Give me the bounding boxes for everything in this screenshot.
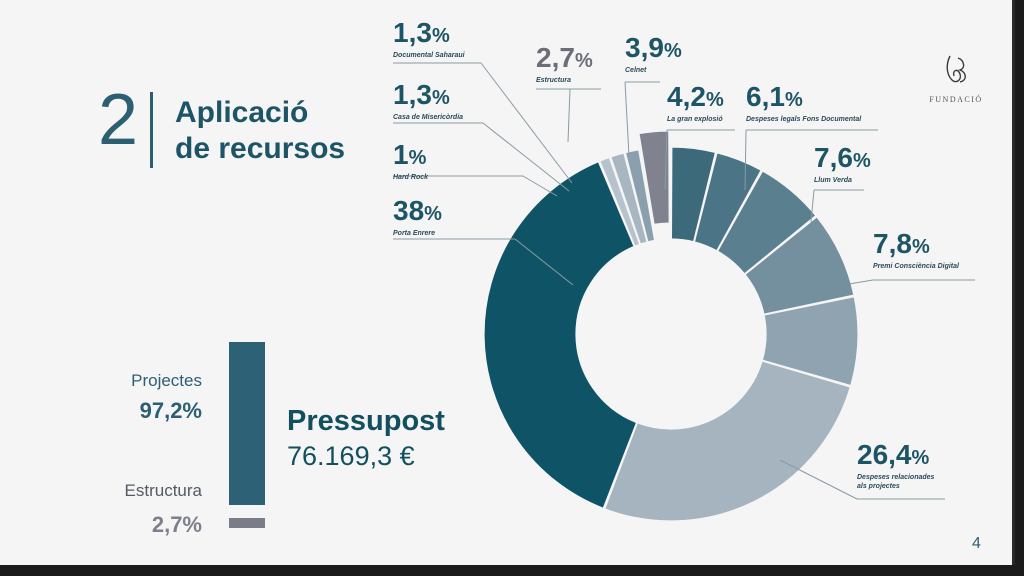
slice-name: Documental Saharaui: [393, 52, 465, 59]
slice-percent-value: 1: [393, 139, 409, 170]
slice-name: Llum Verda: [814, 177, 852, 184]
logo-mark-icon: [946, 55, 966, 83]
section-number: 2: [98, 80, 139, 160]
slice-percent-value: 4,2: [667, 81, 706, 112]
slice-name: Casa de Misericòrdia: [393, 114, 464, 121]
slice-percent: 1,3%: [393, 18, 465, 51]
section-title-line2: de recursos: [175, 132, 346, 165]
percent-sign: %: [424, 203, 442, 225]
slice-name: La gran explosió: [667, 116, 723, 123]
donut-slice: [744, 216, 855, 315]
leader-line: [480, 62, 573, 184]
slice-percent-value: 3,9: [625, 32, 664, 63]
slice-percent-value: 7,6: [814, 142, 853, 173]
donut-slice: [716, 170, 817, 275]
leader-line: [514, 238, 574, 286]
slice-percent-value: 2,7: [536, 42, 575, 73]
budget-value: 76.169,3 €: [287, 441, 415, 471]
structure-percent: 2,7%: [151, 512, 202, 537]
slice-name: Celnet: [625, 67, 647, 74]
percent-sign: %: [911, 447, 930, 469]
slice-label: 26,4% Despeses relacionades als projectes: [857, 440, 934, 491]
donut-slice: [599, 156, 641, 247]
slice-percent: 7,6%: [814, 143, 871, 176]
slice-name: Estructura: [536, 77, 572, 84]
leader-line: [779, 459, 858, 500]
section-divider: [150, 92, 153, 168]
leader-line: [848, 279, 874, 285]
slice-percent-value: 1,3: [393, 17, 432, 48]
percent-sign: %: [408, 147, 427, 169]
projects-percent: 97,2%: [139, 398, 202, 423]
percent-sign: %: [911, 236, 930, 258]
percent-sign: %: [852, 150, 871, 172]
slice-percent: 3,9%: [625, 33, 682, 66]
projects-label: Projectes: [131, 371, 202, 390]
slice-percent: 1,3%: [393, 80, 463, 113]
slice-label: 1,3% Casa de Misericòrdia: [393, 80, 463, 122]
percent-sign: %: [663, 40, 682, 62]
page-number: 4: [972, 535, 981, 552]
leader-line: [664, 129, 668, 190]
section-title-line1: Aplicació: [175, 96, 309, 129]
slice-name: Hard Rock: [393, 174, 429, 181]
slice-label: 3,9% Celnet: [625, 33, 682, 75]
slice-label: 7,8% Premi Consciència Digital: [873, 229, 959, 271]
slice-percent: 4,2%: [667, 82, 724, 115]
donut-slice: [638, 130, 670, 226]
slice-name-line: Despeses relacionades: [857, 474, 935, 481]
slice-label: 38% Porta Enrere: [393, 196, 442, 238]
leader-line: [482, 122, 570, 192]
slice-percent: 2,7%: [536, 43, 593, 76]
slice-name-line: als projectes: [857, 483, 900, 490]
slice-percent-value: 7,8: [873, 228, 912, 259]
section-title: Aplicació de recursos: [175, 95, 345, 167]
donut-slice: [603, 360, 852, 522]
percent-sign: %: [784, 89, 803, 111]
percent-sign: %: [431, 25, 450, 47]
structure-label: Estructura: [124, 481, 202, 500]
leader-line: [567, 88, 571, 143]
donut-slice: [624, 149, 656, 243]
slice-label: 6,1% Despeses legals Fons Documental: [746, 82, 861, 124]
donut-slice: [761, 295, 859, 387]
slice-percent: 6,1%: [746, 82, 861, 115]
slice-label: 1,3% Documental Saharaui: [393, 18, 465, 60]
slide: 2 Aplicació de recursos FUNDACIÓ Project…: [0, 0, 1015, 565]
donut-slice: [610, 152, 648, 245]
slice-label: 1% Hard Rock: [393, 140, 428, 182]
leader-line: [810, 189, 815, 223]
slice-label: 2,7% Estructura: [536, 43, 593, 85]
leader-line: [522, 175, 558, 197]
slice-percent: 26,4%: [857, 440, 934, 473]
slice-percent-value: 6,1: [746, 81, 785, 112]
fundacio-logo: FUNDACIÓ: [928, 50, 984, 104]
slice-percent-value: 1,3: [393, 79, 432, 110]
donut-slice: [670, 146, 717, 243]
structure-bar: [229, 518, 265, 528]
leader-line: [624, 81, 630, 157]
leader-line: [744, 129, 747, 191]
slice-label: 4,2% La gran explosió: [667, 82, 724, 124]
slice-percent: 7,8%: [873, 229, 959, 262]
donut-slice: [483, 160, 638, 510]
slice-percent-value: 26,4: [857, 439, 912, 470]
slice-percent: 1%: [393, 140, 428, 173]
donut-slice: [693, 152, 762, 252]
slice-percent-value: 38: [393, 195, 425, 226]
percent-sign: %: [431, 87, 450, 109]
slice-name: Premi Consciència Digital: [873, 263, 959, 270]
slice-name: Porta Enrere: [393, 230, 436, 237]
slice-percent: 38%: [393, 196, 442, 229]
logo-text: FUNDACIÓ: [929, 95, 983, 104]
budget-label: Pressupost: [287, 405, 445, 437]
slice-name: Despeses legals Fons Documental: [746, 116, 862, 123]
projects-bar: [229, 342, 265, 505]
slice-name: Despeses relacionades als projectes: [857, 473, 934, 491]
donut-chart: [393, 62, 975, 522]
percent-sign: %: [574, 50, 593, 72]
slice-label: 7,6% Llum Verda: [814, 143, 871, 185]
percent-sign: %: [705, 89, 724, 111]
